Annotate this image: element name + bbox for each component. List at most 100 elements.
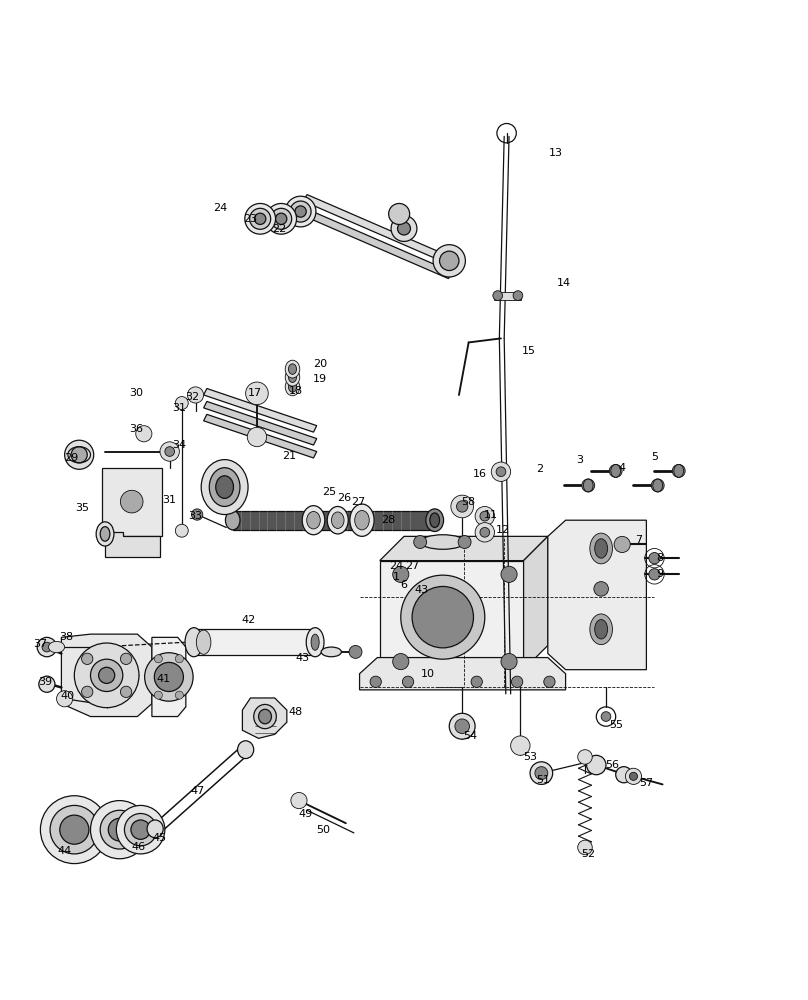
Ellipse shape xyxy=(255,213,266,224)
Ellipse shape xyxy=(266,203,297,234)
Circle shape xyxy=(65,440,94,469)
Text: 29: 29 xyxy=(64,453,78,463)
Ellipse shape xyxy=(209,468,240,506)
Polygon shape xyxy=(494,292,521,300)
Circle shape xyxy=(175,397,188,410)
Text: 53: 53 xyxy=(523,752,537,762)
Text: 9: 9 xyxy=(656,569,663,579)
Ellipse shape xyxy=(355,511,369,530)
Ellipse shape xyxy=(421,535,465,549)
Circle shape xyxy=(120,686,132,698)
Text: 13: 13 xyxy=(549,148,563,158)
Text: 11: 11 xyxy=(484,510,499,520)
Circle shape xyxy=(60,815,89,844)
Polygon shape xyxy=(380,536,548,561)
Text: 48: 48 xyxy=(288,707,303,717)
Ellipse shape xyxy=(595,620,608,639)
Circle shape xyxy=(616,767,632,783)
Polygon shape xyxy=(303,195,452,264)
Circle shape xyxy=(475,523,494,542)
Circle shape xyxy=(402,676,414,687)
Circle shape xyxy=(90,659,123,691)
Text: 50: 50 xyxy=(316,825,330,835)
Text: 52: 52 xyxy=(581,849,595,859)
Polygon shape xyxy=(152,637,186,717)
Circle shape xyxy=(480,527,490,537)
Ellipse shape xyxy=(306,628,324,657)
Ellipse shape xyxy=(238,741,254,759)
Ellipse shape xyxy=(245,203,276,234)
Circle shape xyxy=(614,536,630,553)
Circle shape xyxy=(131,820,150,839)
Ellipse shape xyxy=(225,511,240,530)
Text: 49: 49 xyxy=(298,809,313,819)
Ellipse shape xyxy=(288,382,297,392)
Text: 54: 54 xyxy=(463,731,478,741)
Circle shape xyxy=(57,691,73,707)
Text: 23: 23 xyxy=(243,214,258,224)
Text: 56: 56 xyxy=(605,760,620,770)
Circle shape xyxy=(625,768,642,784)
Polygon shape xyxy=(380,561,524,670)
Ellipse shape xyxy=(426,509,444,532)
Circle shape xyxy=(501,654,517,670)
Circle shape xyxy=(649,553,660,564)
Ellipse shape xyxy=(48,641,65,653)
Ellipse shape xyxy=(295,206,306,217)
Circle shape xyxy=(455,719,469,734)
Polygon shape xyxy=(303,209,452,279)
Text: 15: 15 xyxy=(521,346,536,356)
Circle shape xyxy=(457,501,468,512)
Ellipse shape xyxy=(350,504,374,536)
Circle shape xyxy=(601,712,611,721)
Ellipse shape xyxy=(327,506,348,534)
Ellipse shape xyxy=(290,201,311,222)
Circle shape xyxy=(291,792,307,809)
Polygon shape xyxy=(204,401,317,445)
Ellipse shape xyxy=(196,630,211,654)
Circle shape xyxy=(136,426,152,442)
Circle shape xyxy=(247,427,267,447)
Circle shape xyxy=(393,566,409,582)
Ellipse shape xyxy=(285,196,316,227)
Text: 5: 5 xyxy=(651,452,658,462)
Circle shape xyxy=(649,569,660,580)
Ellipse shape xyxy=(307,511,320,529)
Circle shape xyxy=(370,676,381,687)
Text: 24: 24 xyxy=(389,561,403,571)
Text: 21: 21 xyxy=(282,451,297,461)
Text: 58: 58 xyxy=(461,497,476,507)
Ellipse shape xyxy=(147,820,163,838)
Ellipse shape xyxy=(285,360,300,378)
Circle shape xyxy=(175,524,188,537)
Circle shape xyxy=(398,222,410,235)
Circle shape xyxy=(175,691,183,699)
Circle shape xyxy=(451,495,473,518)
Ellipse shape xyxy=(285,378,300,396)
Ellipse shape xyxy=(254,704,276,729)
Circle shape xyxy=(165,447,175,456)
Circle shape xyxy=(154,655,162,663)
Ellipse shape xyxy=(302,506,325,535)
Circle shape xyxy=(90,801,149,859)
Circle shape xyxy=(42,642,52,652)
Ellipse shape xyxy=(590,533,612,564)
Text: 27: 27 xyxy=(351,497,365,507)
Circle shape xyxy=(493,291,503,300)
Circle shape xyxy=(108,818,131,841)
Polygon shape xyxy=(548,520,646,670)
Circle shape xyxy=(391,216,417,241)
Text: 18: 18 xyxy=(288,386,303,396)
Circle shape xyxy=(458,536,471,548)
Circle shape xyxy=(71,447,87,463)
Ellipse shape xyxy=(276,213,287,224)
Circle shape xyxy=(393,654,409,670)
Circle shape xyxy=(39,676,55,692)
Ellipse shape xyxy=(288,372,297,382)
Text: 3: 3 xyxy=(577,455,583,465)
Ellipse shape xyxy=(185,628,203,657)
Circle shape xyxy=(672,464,685,477)
Text: 7: 7 xyxy=(635,535,642,545)
Circle shape xyxy=(609,464,622,477)
Text: 14: 14 xyxy=(557,278,571,288)
